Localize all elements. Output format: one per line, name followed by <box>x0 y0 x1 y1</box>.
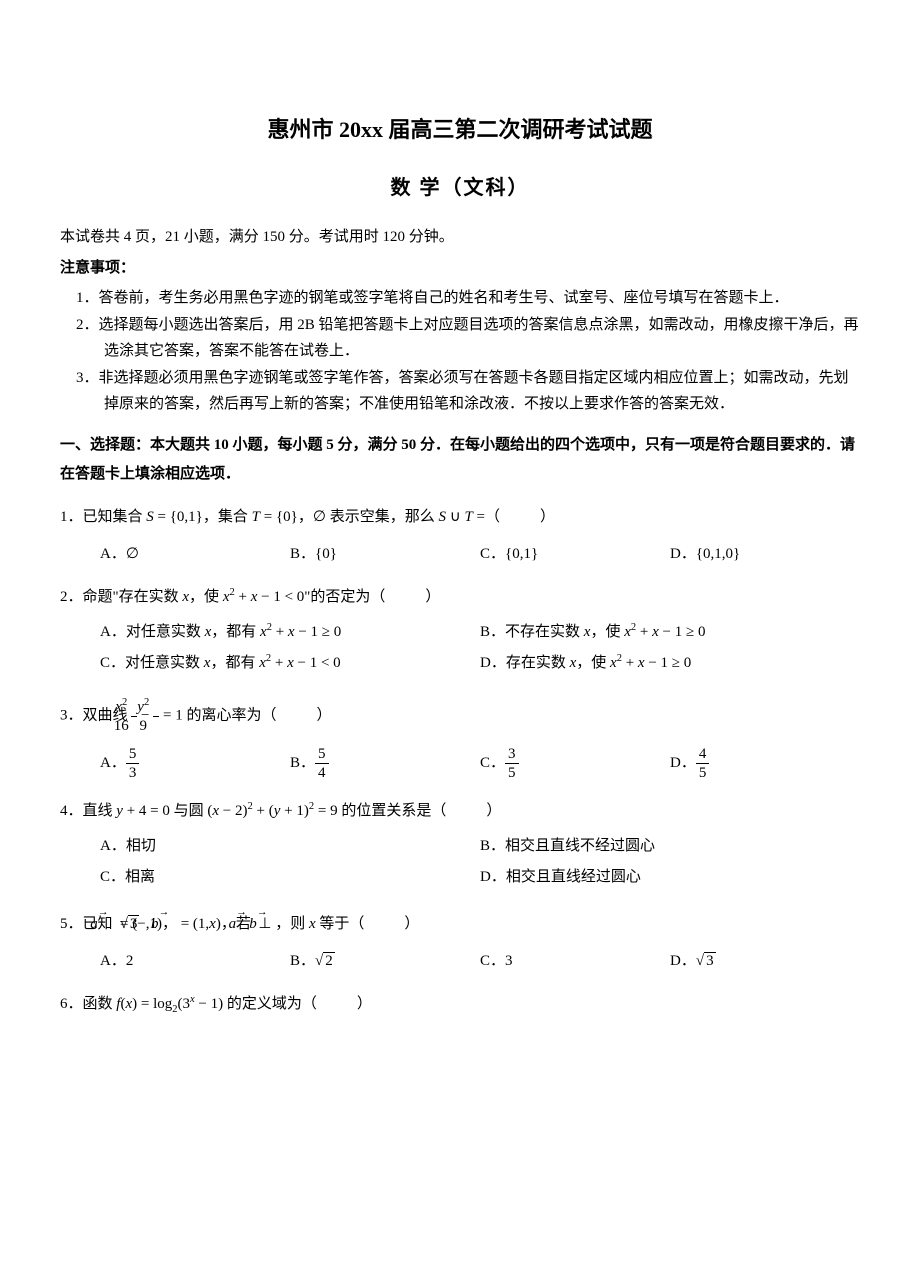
q3-eq: = 1 <box>159 708 182 724</box>
q3-A-frac: 53 <box>126 745 140 782</box>
q2-D-mid: ，使 <box>576 655 610 671</box>
q5-prefix: 5．已知 <box>60 916 116 932</box>
q5-mid1: ， <box>162 916 177 932</box>
q4-opt-D: D．相交且直线经过圆心 <box>480 864 860 891</box>
q5-suffix: 等于（ <box>316 916 365 932</box>
q4-suffix: 的位置关系是（ <box>338 803 447 819</box>
q1-A-val: ∅ <box>126 546 139 562</box>
q5-mid3: ，则 <box>275 916 309 932</box>
q5-x: x <box>309 916 316 932</box>
q5-B-sqrt: 2 <box>315 948 335 975</box>
q4-opt-C: C．相离 <box>100 864 480 891</box>
q5-D-pre: D． <box>670 953 696 969</box>
q5-opt-C: C．3 <box>480 948 670 975</box>
q1-stem-suffix: =（ <box>473 509 500 525</box>
q2-opt-D: D．存在实数 x，使 x2 + x − 1 ≥ 0 <box>480 650 860 677</box>
q3-opt-B: B．54 <box>290 745 480 782</box>
q2-B-pre: B．不存在实数 <box>480 624 584 640</box>
q5-opt-D: D．3 <box>670 948 860 975</box>
q1-D-val: {0,1,0} <box>696 546 740 562</box>
q2-opt-B: B．不存在实数 x，使 x2 + x − 1 ≥ 0 <box>480 619 860 646</box>
q1-opt-D: D．{0,1,0} <box>670 541 860 568</box>
q1-stem-mid1: ，集合 <box>203 509 252 525</box>
q2-expr2: + <box>235 589 251 605</box>
q1-B-val: {0} <box>315 546 337 562</box>
q3-B-lbl: B． <box>290 755 315 771</box>
q3-A-lbl: A． <box>100 755 126 771</box>
exam-info: 本试卷共 4 页，21 小题，满分 150 分。考试用时 120 分钟。 <box>60 224 860 251</box>
q5-B-pre: B． <box>290 953 315 969</box>
q3-B-frac: 54 <box>315 745 329 782</box>
q2-D-pre: D．存在实数 <box>480 655 570 671</box>
q6-suffix: 的定义域为（ <box>223 996 317 1012</box>
q1-stem-mid3: 表示空集，那么 <box>326 509 439 525</box>
q1-options: A．∅ B．{0} C．{0,1} D．{0,1,0} <box>60 541 860 568</box>
q4-opt-B: B．相交且直线不经过圆心 <box>480 833 860 860</box>
q4-mid: 与圆 <box>170 803 208 819</box>
q6-prefix: 6．函数 <box>60 996 116 1012</box>
question-2: 2．命题"存在实数 x，使 x2 + x − 1 < 0"的否定为（） <box>60 584 860 611</box>
q3-C-lbl: C． <box>480 755 505 771</box>
q3-options: A．53 B．54 C．35 D．45 <box>60 745 860 782</box>
exam-title: 惠州市 20xx 届高三第二次调研考试试题 <box>60 110 860 150</box>
q2-A-pre: A．对任意实数 <box>100 624 205 640</box>
notice-item-1: 1．答卷前，考生务必用黑色字迹的钢笔或签字笔将自己的姓名和考生号、试室号、座位号… <box>60 286 860 312</box>
q3-C-frac: 35 <box>505 745 519 782</box>
q1-T2: T <box>464 509 472 525</box>
q3-opt-C: C．35 <box>480 745 670 782</box>
q1-set-T: T <box>252 509 260 525</box>
q5-opt-A: A．2 <box>100 948 290 975</box>
q3-suffix: 的离心率为（ <box>183 708 277 724</box>
section-header: 一、选择题：本大题共 10 小题，每小题 5 分，满分 50 分．在每小题给出的… <box>60 431 860 488</box>
q2-opt-A: A．对任意实数 x，都有 x2 + x − 1 ≥ 0 <box>100 619 480 646</box>
q5-b-val: = (1, <box>177 916 209 932</box>
q1-stem-prefix: 1．已知集合 <box>60 509 146 525</box>
question-4: 4．直线 y + 4 = 0 与圆 (x − 2)2 + (y + 1)2 = … <box>60 798 860 825</box>
q1-set-S: S <box>146 509 154 525</box>
q1-opt-C: C．{0,1} <box>480 541 670 568</box>
q1-opt-B: B．{0} <box>290 541 480 568</box>
q1-stem-mid2: ， <box>298 509 313 525</box>
q1-cup: ∪ <box>446 509 464 525</box>
notice-header: 注意事项： <box>60 255 860 282</box>
q3-opt-A: A．53 <box>100 745 290 782</box>
q3-D-frac: 45 <box>696 745 710 782</box>
question-5: 5．已知 a = (−3,1)，b = (1,x)，若 a ⊥ b，则 x 等于… <box>60 911 860 938</box>
q4-prefix: 4．直线 <box>60 803 116 819</box>
exam-subtitle: 数 学（文科） <box>60 170 860 206</box>
q2-B-mid: ，使 <box>590 624 624 640</box>
q2-options: A．对任意实数 x，都有 x2 + x − 1 ≥ 0 B．不存在实数 x，使 … <box>60 619 860 681</box>
q2-opt-C: C．对任意实数 x，都有 x2 + x − 1 < 0 <box>100 650 480 677</box>
q4-line: y <box>116 803 123 819</box>
q4-options: A．相切 B．相交且直线不经过圆心 C．相离 D．相交且直线经过圆心 <box>60 833 860 895</box>
q2-suffix: "的否定为（ <box>304 589 385 605</box>
notice-item-3: 3．非选择题必须用黑色字迹钢笔或签字笔作答，答案必须写在答题卡各题目指定区域内相… <box>60 366 860 417</box>
q2-mid: ，使 <box>189 589 223 605</box>
notice-item-2: 2．选择题每小题选出答案后，用 2B 铅笔把答题卡上对应题目选项的答案信息点涂黑… <box>60 313 860 364</box>
question-6: 6．函数 f(x) = log2(3x − 1) 的定义域为（） <box>60 991 860 1020</box>
q5-opt-B: B．2 <box>290 948 480 975</box>
q5-perp: ⊥ <box>255 916 276 932</box>
q4-opt-A: A．相切 <box>100 833 480 860</box>
q1-union: S <box>438 509 446 525</box>
q5-D-sqrt: 3 <box>696 948 716 975</box>
q5-options: A．2 B．2 C．3 D．3 <box>60 948 860 975</box>
q3-opt-D: D．45 <box>670 745 860 782</box>
q3-D-lbl: D． <box>670 755 696 771</box>
q1-C-val: {0,1} <box>505 546 538 562</box>
question-1: 1．已知集合 S = {0,1}，集合 T = {0}，∅ 表示空集，那么 S … <box>60 504 860 531</box>
q1-opt-A: A．∅ <box>100 541 290 568</box>
question-3: 3．双曲线 x216 − y29 = 1 的离心率为（） <box>60 697 860 735</box>
q1-eq1: = {0,1} <box>154 509 203 525</box>
q2-C-mid: ，都有 <box>210 655 259 671</box>
q2-expr3: − 1 < 0 <box>257 589 304 605</box>
q1-eq2: = {0} <box>260 509 298 525</box>
q2-A-expr: x <box>260 624 267 640</box>
q2-A-mid: ，都有 <box>211 624 260 640</box>
q2-prefix: 2．命题"存在实数 <box>60 589 182 605</box>
q2-C-pre: C．对任意实数 <box>100 655 204 671</box>
q1-emptyset: ∅ <box>313 509 326 525</box>
